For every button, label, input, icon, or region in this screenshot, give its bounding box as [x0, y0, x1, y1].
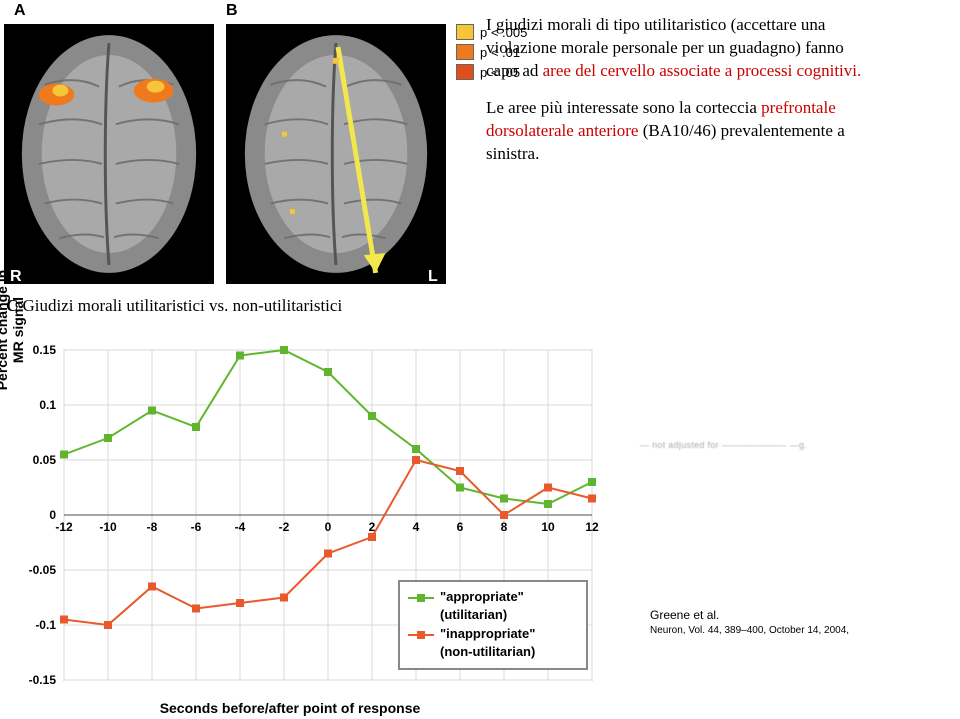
legend-row: p < .05 [456, 64, 546, 80]
legend-row: p < .01 [456, 44, 546, 60]
p-value-legend: p < .005 p < .01 p < .05 [456, 24, 546, 84]
svg-text:-4: -4 [235, 520, 246, 534]
chart-legend-label: "inappropriate"(non-utilitarian) [440, 625, 535, 660]
chart-legend-row: "appropriate"(utilitarian) [408, 588, 578, 623]
svg-text:0.05: 0.05 [33, 453, 57, 467]
svg-text:8: 8 [501, 520, 508, 534]
svg-text:6: 6 [457, 520, 464, 534]
svg-text:-0.15: -0.15 [29, 673, 57, 687]
legend-swatch [456, 44, 474, 60]
label-L: L [428, 268, 438, 286]
svg-text:0: 0 [325, 520, 332, 534]
svg-text:0.1: 0.1 [39, 398, 56, 412]
chart-ylabel: Percent change inMR signal [0, 230, 26, 430]
label-A: A [14, 2, 26, 20]
legend-swatch [456, 64, 474, 80]
legend-label: p < .005 [480, 25, 527, 40]
brain-slice-A [4, 24, 214, 284]
legend-row: p < .005 [456, 24, 546, 40]
svg-text:-10: -10 [99, 520, 117, 534]
svg-text:4: 4 [413, 520, 420, 534]
chart-xlabel: Seconds before/after point of response [90, 700, 490, 716]
cropped-text: — not adjusted for ——————— —g. [640, 440, 807, 450]
svg-text:12: 12 [585, 520, 599, 534]
svg-text:0: 0 [49, 508, 56, 522]
svg-text:10: 10 [541, 520, 555, 534]
top-section: A B [0, 0, 960, 320]
citation-source: Neuron, Vol. 44, 389–400, October 14, 20… [650, 624, 849, 637]
brain-panel: A B [0, 0, 460, 320]
citation: Greene et al. Neuron, Vol. 44, 389–400, … [650, 608, 849, 637]
svg-text:-0.05: -0.05 [29, 563, 57, 577]
legend-label: p < .01 [480, 45, 520, 60]
legend-label: p < .05 [480, 65, 520, 80]
chart-legend-label: "appropriate"(utilitarian) [440, 588, 524, 623]
svg-text:-0.1: -0.1 [35, 618, 56, 632]
p1-highlight: aree del cervello associate a processi c… [543, 61, 862, 80]
p2-plain: Le aree più interessate sono la cortecci… [486, 98, 761, 117]
svg-text:-12: -12 [55, 520, 73, 534]
svg-text:-2: -2 [279, 520, 290, 534]
svg-text:-8: -8 [147, 520, 158, 534]
brain-slice-B [226, 24, 446, 284]
svg-text:-6: -6 [191, 520, 202, 534]
citation-author: Greene et al. [650, 608, 849, 624]
paragraph-2: Le aree più interessate sono la cortecci… [486, 97, 864, 166]
label-B: B [226, 2, 238, 20]
panel-C-caption: C Giudizi morali utilitaristici vs. non-… [6, 296, 342, 316]
chart-legend: "appropriate"(utilitarian)"inappropriate… [398, 580, 588, 670]
caption-C-text: Giudizi morali utilitaristici vs. non-ut… [18, 296, 342, 315]
svg-text:0.15: 0.15 [33, 344, 57, 357]
chart-legend-row: "inappropriate"(non-utilitarian) [408, 625, 578, 660]
legend-swatch [456, 24, 474, 40]
